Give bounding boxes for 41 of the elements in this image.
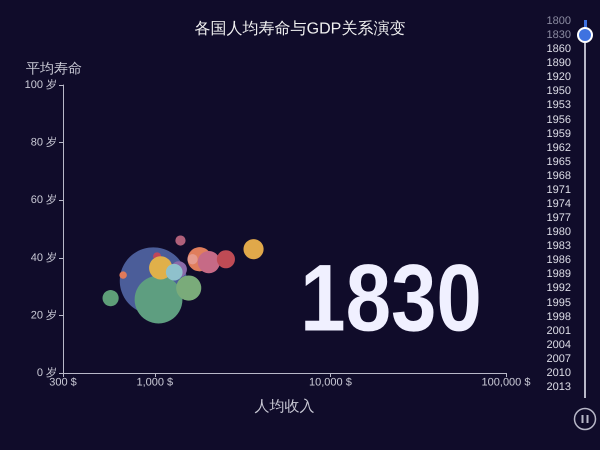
y-tick-label: 40 岁 [30, 252, 57, 264]
text: 2013 [546, 381, 571, 393]
y-tick-label: 60 岁 [30, 194, 57, 206]
x-tick-label: 300 $ [49, 376, 77, 388]
text: 1956 [546, 114, 571, 126]
text: 1995 [546, 296, 571, 309]
text: 1971 [546, 184, 571, 196]
y-axis-title: 平均寿命 [26, 60, 82, 76]
text: 1920 [546, 71, 571, 84]
text: 2007 [546, 352, 571, 365]
annotation: 1830 [300, 244, 482, 352]
text: 1992 [546, 282, 571, 294]
text: 1974 [546, 198, 571, 210]
text: 2001 [546, 324, 571, 337]
x-tick-label: 1,000 $ [136, 376, 174, 388]
x-axis-title: 人均收入 [254, 398, 314, 415]
text: 1977 [546, 212, 571, 224]
text: 2004 [546, 338, 571, 351]
y-tick-label: 0 岁 [36, 367, 57, 379]
chart-title: 各国人均寿命与GDP关系演变 [194, 20, 406, 38]
text: 1890 [546, 57, 571, 70]
y-tick-label: 80 岁 [30, 136, 57, 149]
text: 1983 [546, 240, 571, 252]
text: 1986 [546, 254, 571, 266]
text: 1959 [546, 128, 571, 140]
x-tick-label: 100,000 $ [482, 376, 530, 388]
text: 1830 [546, 29, 571, 42]
text: 1800 [546, 15, 571, 27]
y-tick-label: 100 岁 [24, 79, 57, 91]
text: 1953 [546, 99, 571, 112]
text: 2010 [546, 366, 571, 379]
x-tick-label: 10,000 $ [308, 376, 352, 388]
text: 1965 [546, 156, 571, 168]
text: 1989 [546, 268, 571, 280]
text: 1962 [546, 142, 571, 154]
y-tick-label: 20 岁 [30, 309, 57, 322]
text: 1998 [546, 310, 571, 323]
text: 1860 [546, 43, 571, 56]
text: 1968 [546, 170, 571, 182]
text: 1980 [546, 226, 571, 238]
text: 1950 [546, 85, 571, 98]
